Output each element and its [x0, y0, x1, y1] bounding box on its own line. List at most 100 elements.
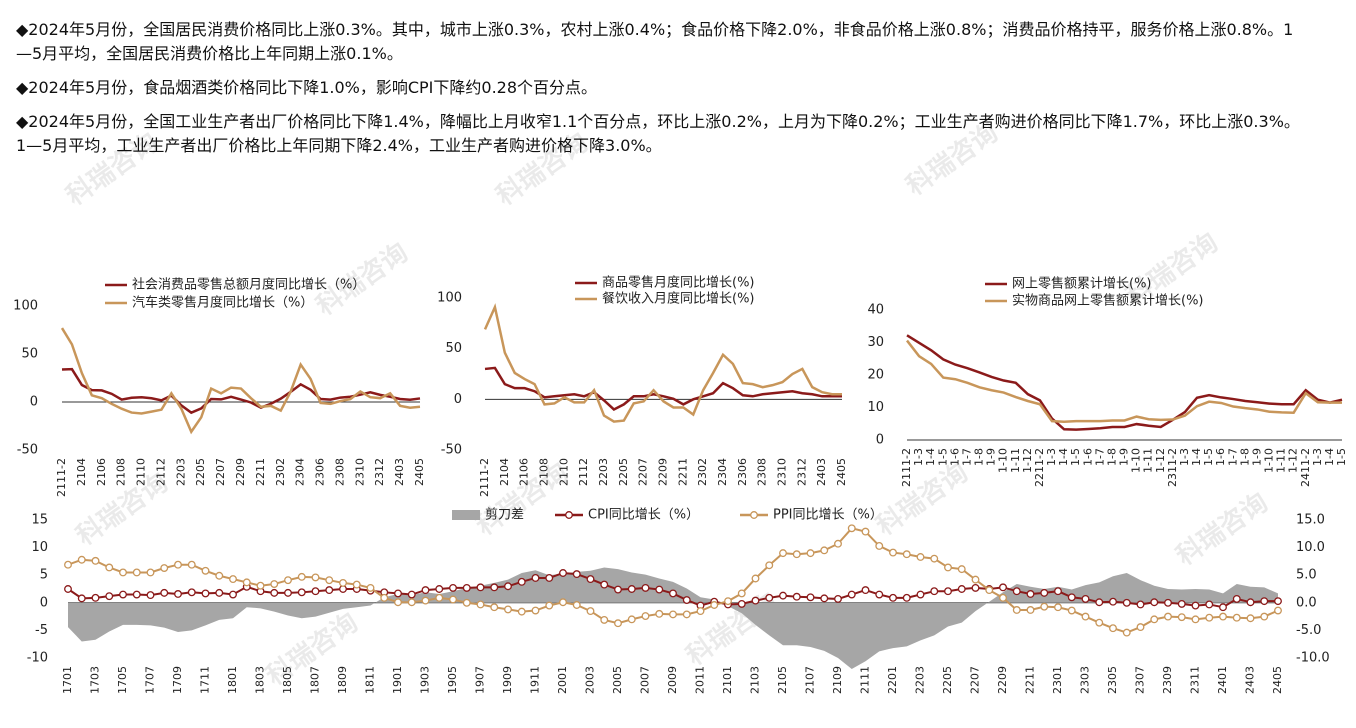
x-tick-label: 1-10 [1263, 448, 1276, 473]
marker [627, 615, 636, 624]
marker [751, 574, 760, 583]
y-tick-label: 0 [876, 433, 884, 448]
x-tick-label: 2211-2 [1033, 448, 1046, 487]
legend-label: CPI同比增长（%） [588, 508, 699, 523]
x-tick-label: 2312 [795, 458, 808, 486]
marker [187, 588, 196, 597]
x-tick-label: 1-11 [1009, 448, 1022, 473]
marker [1205, 600, 1214, 609]
x-tick-label: 2201 [886, 666, 899, 694]
marker [325, 586, 334, 595]
marker [91, 593, 100, 602]
x-tick-label: 2112 [154, 458, 167, 486]
watermark: 科瑞咨询 [871, 457, 974, 542]
marker [834, 539, 842, 548]
x-tick-label: 2211 [1024, 666, 1037, 694]
legend-label: PPI同比增长（%） [773, 508, 883, 523]
marker [999, 583, 1007, 592]
marker [572, 601, 581, 609]
marker [394, 589, 402, 598]
marker [861, 586, 870, 595]
x-tick-label: 2203 [597, 458, 610, 486]
marker [724, 597, 732, 606]
x-tick-label: 1-3 [1178, 448, 1191, 466]
marker [1232, 594, 1241, 603]
x-tick-label: 2306 [314, 458, 327, 486]
marker [1205, 613, 1214, 622]
marker [201, 589, 210, 598]
area [68, 567, 1278, 670]
marker [847, 524, 856, 533]
y-tick-label: -5 [35, 623, 48, 638]
x-tick-label: 2207 [637, 458, 650, 486]
marker [119, 590, 127, 599]
x-tick-label: 2109 [831, 666, 844, 694]
x-tick-label: 2203 [914, 666, 927, 694]
x-tick-label: 2403 [815, 458, 828, 486]
x-tick-label: 1709 [171, 666, 184, 694]
marker [820, 546, 829, 555]
marker [1164, 598, 1172, 607]
marker [242, 578, 251, 587]
marker [311, 573, 320, 582]
marker [889, 593, 897, 602]
x-tick-label: 2311-2 [1166, 448, 1179, 487]
y2-tick-label: -10.0 [1296, 651, 1330, 666]
marker [902, 550, 911, 559]
x-tick-label: 1-8 [1238, 448, 1251, 466]
y2-tick-label: 15.0 [1296, 513, 1325, 528]
x-tick-label: 1809 [336, 666, 349, 694]
marker [765, 593, 774, 602]
watermark: 科瑞咨询 [491, 127, 594, 212]
marker [1040, 588, 1049, 597]
marker [146, 591, 155, 600]
marker [1191, 615, 1200, 624]
legend-label: 餐饮收入月度同比增长(%) [602, 291, 755, 307]
x-tick-label: 1-8 [1105, 448, 1118, 466]
x-tick-label: 2108 [115, 458, 128, 486]
marker [944, 563, 952, 572]
marker [531, 606, 540, 615]
marker [875, 590, 884, 599]
y2-tick-label: -5.0 [1296, 623, 1321, 638]
line [906, 334, 1343, 431]
marker [1012, 606, 1021, 614]
marker [751, 596, 760, 605]
marker [1150, 598, 1159, 607]
x-tick-label: 2403 [393, 458, 406, 486]
x-tick-label: 1-4 [924, 448, 937, 466]
x-tick-label: 1-5 [936, 448, 949, 466]
legend-label: 商品零售月度同比增长(%) [602, 275, 755, 291]
legend-marker [565, 511, 573, 519]
x-tick-label: 2111-2 [55, 458, 68, 497]
line [906, 339, 1342, 424]
marker [1136, 623, 1145, 632]
x-tick-label: 1-6 [1214, 448, 1227, 466]
x-tick-label: 2107 [804, 666, 817, 694]
x-tick-label: 1707 [144, 666, 157, 694]
x-tick-label: 2405 [1271, 666, 1284, 694]
marker [765, 561, 774, 570]
x-tick-label: 2110 [557, 458, 570, 486]
marker [1040, 602, 1049, 611]
marker [449, 595, 457, 604]
marker [957, 585, 966, 593]
marker [119, 568, 127, 577]
x-tick-label: 1711 [199, 666, 212, 694]
y-tick-label: 20 [867, 368, 884, 383]
marker [270, 588, 279, 597]
x-tick-label: 1909 [501, 666, 514, 694]
x-tick-label: 2207 [214, 458, 227, 486]
marker [435, 593, 444, 602]
marker [847, 590, 856, 599]
marker [105, 592, 114, 601]
line [61, 367, 421, 415]
marker [1067, 606, 1076, 615]
marker [1177, 599, 1186, 608]
marker [270, 580, 279, 588]
x-tick-label: 2310 [776, 458, 789, 486]
marker [421, 586, 430, 595]
paragraph: ◆2024年5月份，全国居民消费价格同比上涨0.3%。其中，城市上涨0.3%，农… [16, 20, 1294, 63]
marker [77, 594, 86, 603]
